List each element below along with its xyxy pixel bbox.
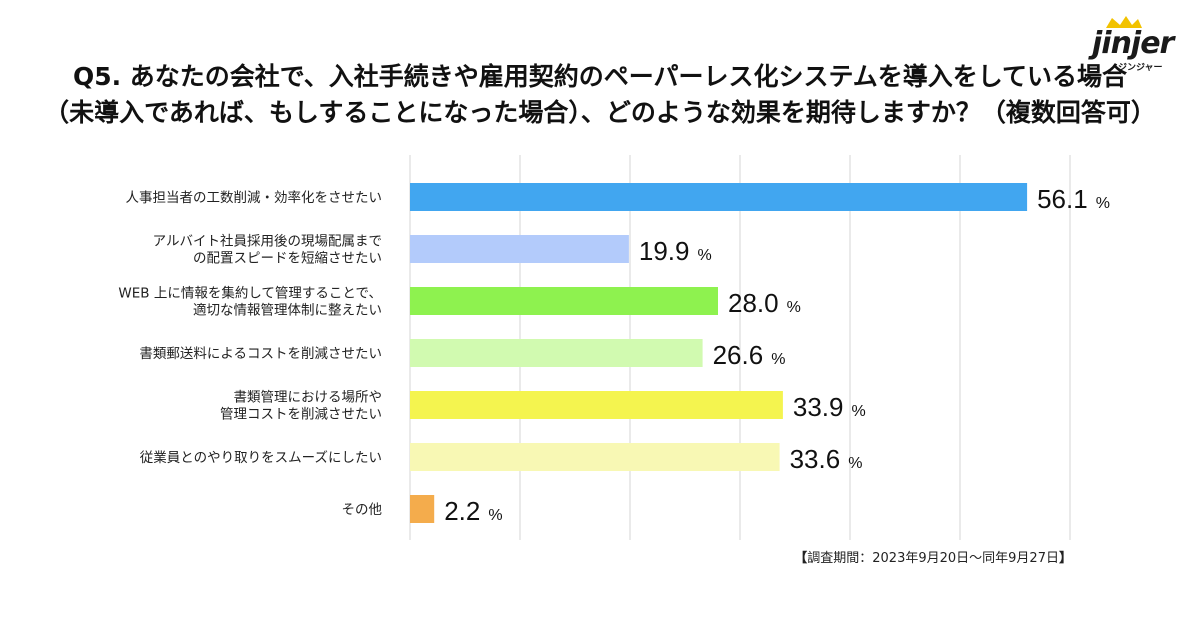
data-label: 56.1 [1037,184,1088,214]
category-label: 書類管理における場所や [234,390,383,406]
category-label: 人事担当者の工数削減・効率化をさせたい [126,189,383,206]
logo-subtitle: ジンジャー [1118,63,1163,73]
unit-label: % [488,507,502,524]
data-label: 28.0 [728,288,779,318]
category-label: の配置スピードを短縮させたい [193,251,382,267]
data-label: 26.6 [713,340,764,370]
category-label: 従業員とのやり取りをスムーズにしたい [140,450,382,466]
category-label: アルバイト社員採用後の現場配属まで [153,234,382,250]
data-label: 33.6 [790,444,841,474]
bar [410,443,780,471]
survey-period-note: 【調査期間：2023年9月20日〜同年9月27日】 [794,547,1072,566]
bar [410,235,629,263]
jinjer-logo: jinjer ジンジャー [1084,10,1180,73]
category-label: 書類郵送料によるコストを削減させたい [139,345,382,362]
unit-label: % [852,403,866,420]
data-label: 33.9 [793,392,844,422]
unit-label: % [698,247,712,264]
unit-label: % [787,299,801,316]
category-label: WEB 上に情報を集約して管理することで、 [118,286,382,302]
note-bracket-open: 【 [794,551,808,566]
bar [410,495,435,523]
note-text: 調査期間：2023年9月20日〜同年9月27日 [807,551,1059,566]
logo-word: jinjer [1092,26,1174,61]
category-label: 適切な情報管理体制に整えたい [193,302,382,319]
category-label: 管理コストを削減させたい [220,406,382,423]
bar [410,391,783,419]
note-bracket-close: 】 [1058,551,1072,566]
data-label: 19.9 [639,236,690,266]
data-label: 2.2 [444,496,480,526]
bar [410,287,718,315]
chart-title-line2: （未導入であれば、もしすることになった場合）、どのような効果を期待しますか？（複… [44,98,1156,127]
chart-title-line1: Q5. あなたの会社で、入社手続きや雇用契約のペーパーレス化システムを導入をして… [72,62,1128,91]
unit-label: % [771,351,785,368]
bar [410,183,1028,211]
unit-label: % [1096,195,1110,212]
bar [410,339,703,367]
unit-label: % [848,455,862,472]
crown-icon [1106,16,1142,28]
category-label: その他 [342,502,383,518]
